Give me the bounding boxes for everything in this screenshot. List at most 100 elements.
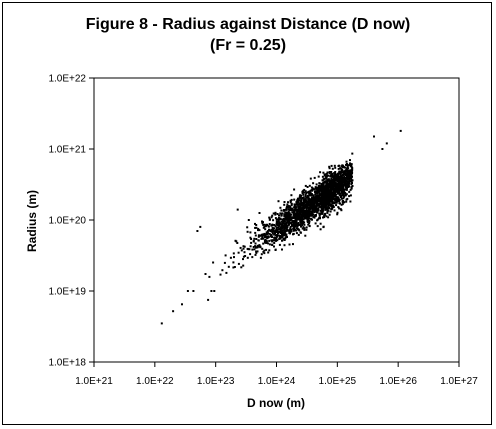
data-point <box>281 234 284 237</box>
data-point <box>272 212 275 215</box>
data-point <box>294 207 297 210</box>
data-point <box>262 226 265 229</box>
data-point <box>328 213 331 216</box>
data-point <box>307 215 310 218</box>
data-point <box>302 214 305 216</box>
data-point <box>323 214 326 217</box>
data-point <box>273 242 276 244</box>
data-point <box>338 194 341 197</box>
data-point <box>300 225 302 228</box>
data-point <box>259 256 262 259</box>
data-point <box>301 224 304 227</box>
data-point <box>351 175 353 178</box>
data-point <box>258 244 261 247</box>
data-point <box>299 196 302 199</box>
data-point <box>311 199 314 202</box>
data-point <box>268 239 271 242</box>
data-point <box>229 256 232 259</box>
data-point <box>327 179 329 182</box>
data-point <box>276 234 279 236</box>
data-point <box>270 239 273 242</box>
data-point <box>306 186 309 188</box>
data-point <box>318 205 321 208</box>
data-point <box>329 179 332 182</box>
data-point <box>326 185 329 188</box>
data-point <box>338 207 341 210</box>
data-point <box>305 212 308 215</box>
data-point <box>302 196 305 199</box>
data-point <box>330 164 333 167</box>
data-point <box>373 135 375 138</box>
data-point <box>282 218 285 221</box>
data-point <box>345 200 348 203</box>
data-point <box>324 207 327 210</box>
data-point <box>249 253 252 256</box>
data-point <box>290 202 293 205</box>
data-point <box>326 211 329 214</box>
data-point <box>295 202 298 205</box>
data-point <box>298 195 301 198</box>
data-point <box>342 197 345 200</box>
data-point <box>299 224 302 226</box>
data-point <box>328 203 331 206</box>
data-point <box>323 189 326 192</box>
data-point <box>275 228 278 230</box>
data-point <box>235 240 238 243</box>
data-point <box>232 261 235 264</box>
data-point <box>339 192 342 195</box>
data-point <box>254 226 257 229</box>
data-point <box>312 195 315 198</box>
data-point <box>278 243 281 246</box>
data-point <box>332 183 335 186</box>
data-point <box>297 197 300 200</box>
data-point <box>304 213 307 216</box>
data-point <box>286 225 289 227</box>
data-point <box>333 164 336 167</box>
data-point <box>320 204 323 207</box>
data-point <box>279 223 281 226</box>
data-point <box>341 190 344 193</box>
data-point <box>233 256 235 259</box>
data-point <box>297 201 299 203</box>
data-point <box>321 182 324 185</box>
data-point <box>326 210 329 213</box>
x-tick-label: 1.0E+22 <box>136 376 174 387</box>
data-point <box>285 208 287 211</box>
data-point <box>323 200 326 203</box>
data-point <box>337 172 340 175</box>
data-point <box>274 229 277 232</box>
data-point <box>326 171 329 174</box>
data-point <box>349 176 351 179</box>
data-point <box>345 185 348 188</box>
data-point <box>282 238 285 240</box>
data-point <box>334 178 337 181</box>
data-point <box>281 223 284 225</box>
data-point <box>280 214 283 217</box>
data-point <box>260 233 263 236</box>
data-point <box>213 290 216 292</box>
data-point <box>294 216 297 219</box>
data-point <box>289 214 292 217</box>
data-point <box>288 232 291 234</box>
data-point <box>319 202 322 204</box>
data-point <box>295 232 298 235</box>
data-point <box>257 239 260 242</box>
data-point <box>296 227 298 230</box>
data-point <box>341 194 344 197</box>
data-point <box>300 198 303 201</box>
data-point <box>323 193 326 196</box>
data-point <box>295 223 298 226</box>
data-point <box>312 210 315 213</box>
data-point <box>350 163 353 166</box>
data-point <box>289 207 292 210</box>
data-point <box>306 211 309 214</box>
data-point <box>268 223 271 225</box>
data-point <box>288 212 291 215</box>
data-point <box>317 175 320 178</box>
data-point <box>292 243 294 246</box>
data-point <box>271 232 274 235</box>
data-point <box>330 195 333 198</box>
data-point <box>297 210 300 213</box>
data-point <box>280 232 283 235</box>
data-point <box>321 195 324 197</box>
